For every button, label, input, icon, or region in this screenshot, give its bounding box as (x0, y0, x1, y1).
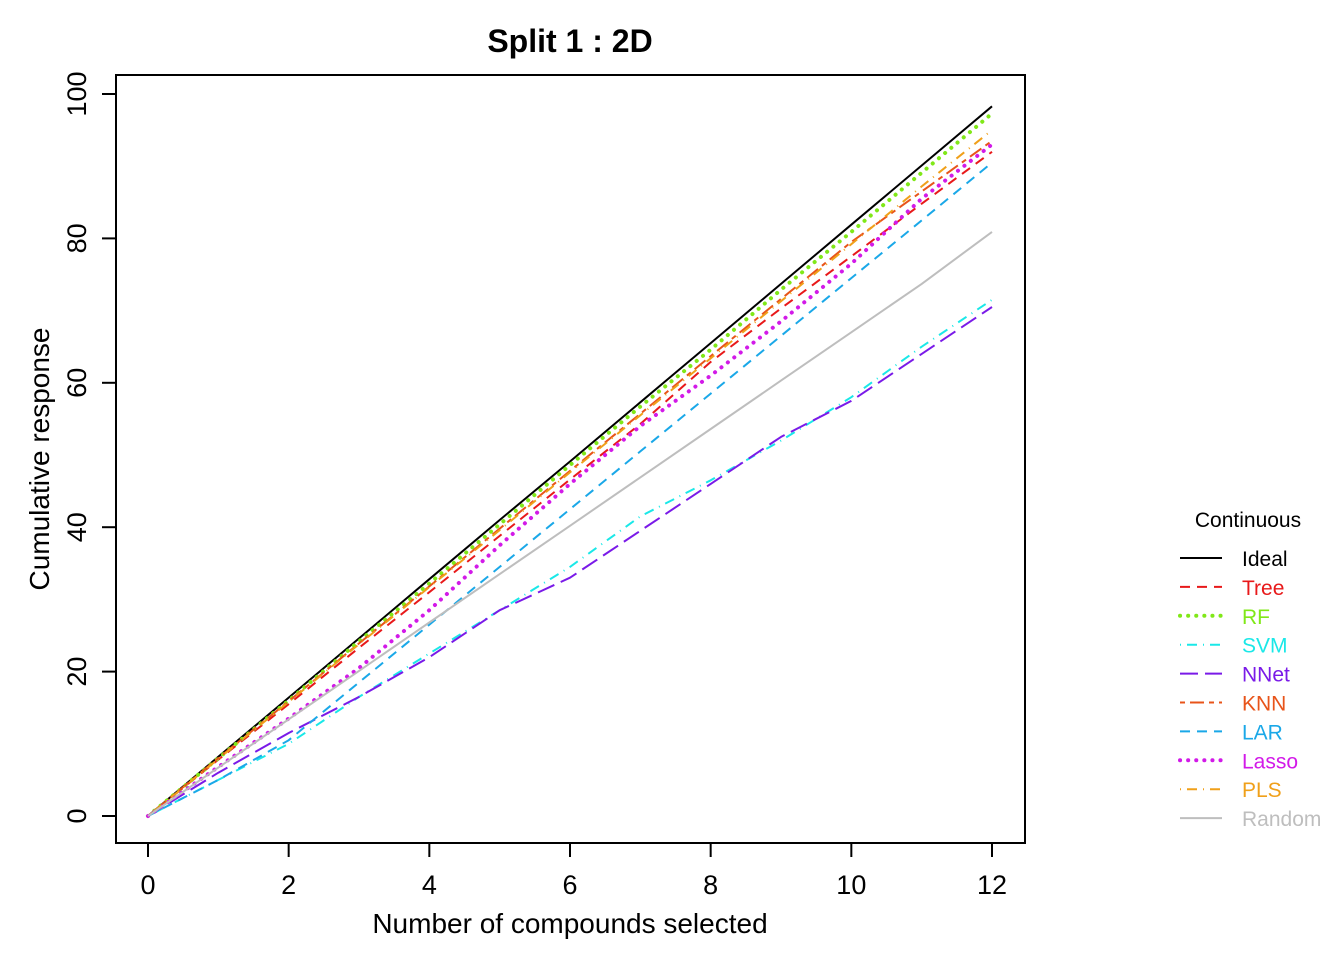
x-axis: 0 2 4 6 8 10 12 (140, 842, 1007, 900)
series-line-random (147, 231, 993, 817)
legend-label-ideal: Ideal (1242, 548, 1288, 571)
x-tick-label: 12 (977, 870, 1007, 900)
x-axis-label: Number of compounds selected (372, 908, 767, 939)
legend-label-random: Random (1242, 808, 1321, 831)
series-line-svm (147, 298, 993, 817)
x-tick-label: 0 (140, 870, 155, 900)
y-tick-label: 100 (62, 71, 92, 116)
series-line-pls (147, 129, 993, 817)
plot-lines (146, 105, 994, 818)
legend-label-lasso: Lasso (1242, 750, 1298, 773)
legend-label-rf: RF (1242, 606, 1270, 629)
x-tick-label: 2 (281, 870, 296, 900)
legend-label-knn: KNN (1242, 693, 1286, 716)
y-tick-label: 0 (62, 808, 92, 823)
y-axis: 0 20 40 60 80 100 (62, 71, 117, 824)
x-tick-label: 6 (562, 870, 577, 900)
chart-title: Split 1 : 2D (487, 23, 652, 59)
series-line-knn (147, 140, 993, 817)
series-line-tree (147, 150, 993, 817)
y-axis-label: Cumulative response (24, 327, 55, 590)
legend-label-tree: Tree (1242, 577, 1284, 600)
legend-label-pls: PLS (1242, 779, 1282, 802)
series-line-rf (146, 111, 994, 818)
series-line-lar (147, 161, 993, 817)
legend-label-lar: LAR (1242, 721, 1283, 744)
series-line-nnet (147, 306, 993, 817)
series-line-ideal (147, 105, 993, 817)
legend-label-nnet: NNet (1242, 664, 1290, 687)
y-tick-label: 60 (62, 368, 92, 398)
x-tick-label: 4 (422, 870, 437, 900)
legend-label-svm: SVM (1242, 635, 1288, 658)
y-tick-label: 40 (62, 512, 92, 542)
x-tick-label: 8 (703, 870, 718, 900)
y-tick-label: 20 (62, 657, 92, 687)
legend: Continuous Ideal Tree RF SVM NNet KNN LAR Lasso… (1178, 509, 1321, 831)
legend-title: Continuous (1195, 509, 1301, 532)
y-tick-label: 80 (62, 223, 92, 253)
x-tick-label: 10 (836, 870, 866, 900)
